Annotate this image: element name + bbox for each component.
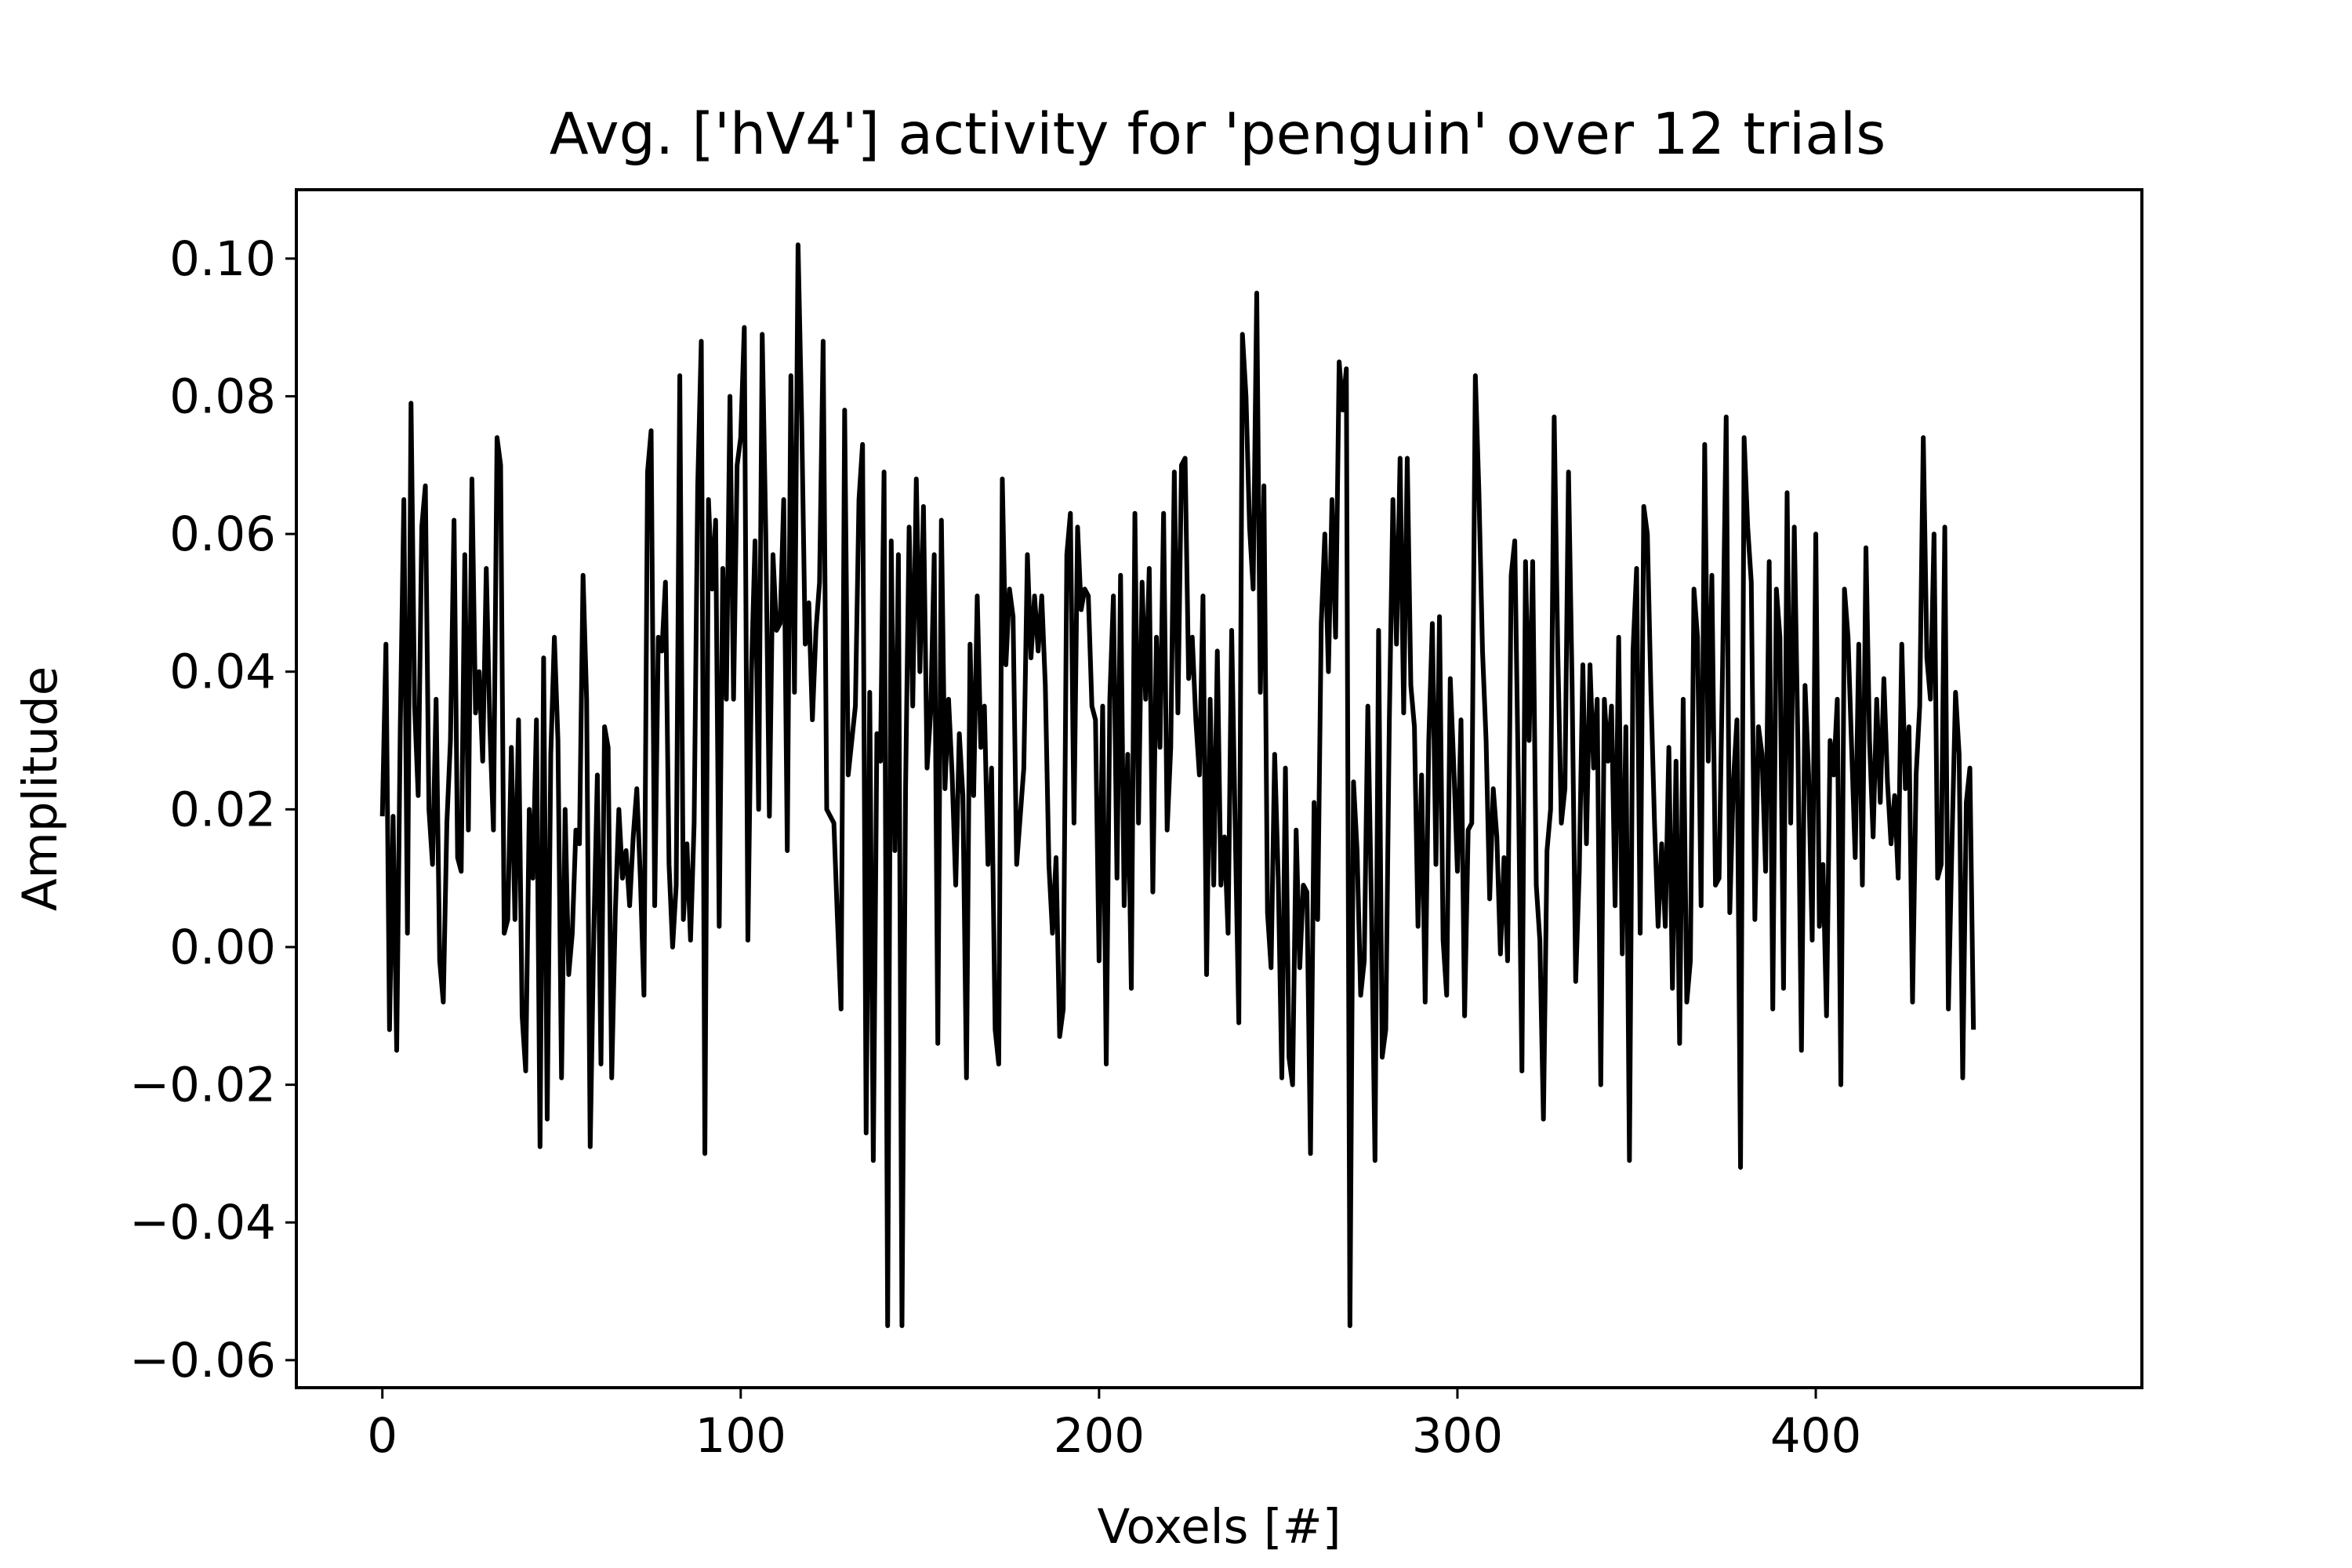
series-line bbox=[379, 242, 1976, 1328]
x-axis-ticks: 0 100 200 300 400 bbox=[367, 1388, 1861, 1464]
y-tick-label: 0.10 bbox=[169, 231, 276, 287]
x-tick-label: 300 bbox=[1412, 1408, 1503, 1464]
x-tick-label: 0 bbox=[367, 1408, 397, 1464]
x-axis-title: Voxels [#] bbox=[1097, 1499, 1341, 1555]
y-tick-label: −0.06 bbox=[129, 1333, 276, 1388]
y-tick-label: 0.04 bbox=[169, 644, 276, 700]
y-tick-label: −0.04 bbox=[129, 1195, 276, 1250]
y-tick-label: 0.00 bbox=[169, 920, 276, 975]
y-tick-label: −0.02 bbox=[129, 1058, 276, 1113]
plot-frame bbox=[295, 188, 2143, 1389]
chart-title: Avg. ['hV4'] activity for 'penguin' over… bbox=[550, 101, 1886, 168]
y-axis-title: Amplitude bbox=[13, 666, 68, 912]
y-axis-ticks: −0.06 −0.04 −0.02 0.00 0.02 0.04 0.06 0.08 0.10 bbox=[129, 231, 296, 1388]
y-tick-label: 0.06 bbox=[169, 506, 276, 562]
y-tick-label: 0.08 bbox=[169, 368, 276, 424]
x-tick-label: 100 bbox=[695, 1408, 786, 1464]
y-tick-label: 0.02 bbox=[169, 782, 276, 837]
x-tick-label: 400 bbox=[1770, 1408, 1861, 1464]
x-tick-label: 200 bbox=[1054, 1408, 1145, 1464]
